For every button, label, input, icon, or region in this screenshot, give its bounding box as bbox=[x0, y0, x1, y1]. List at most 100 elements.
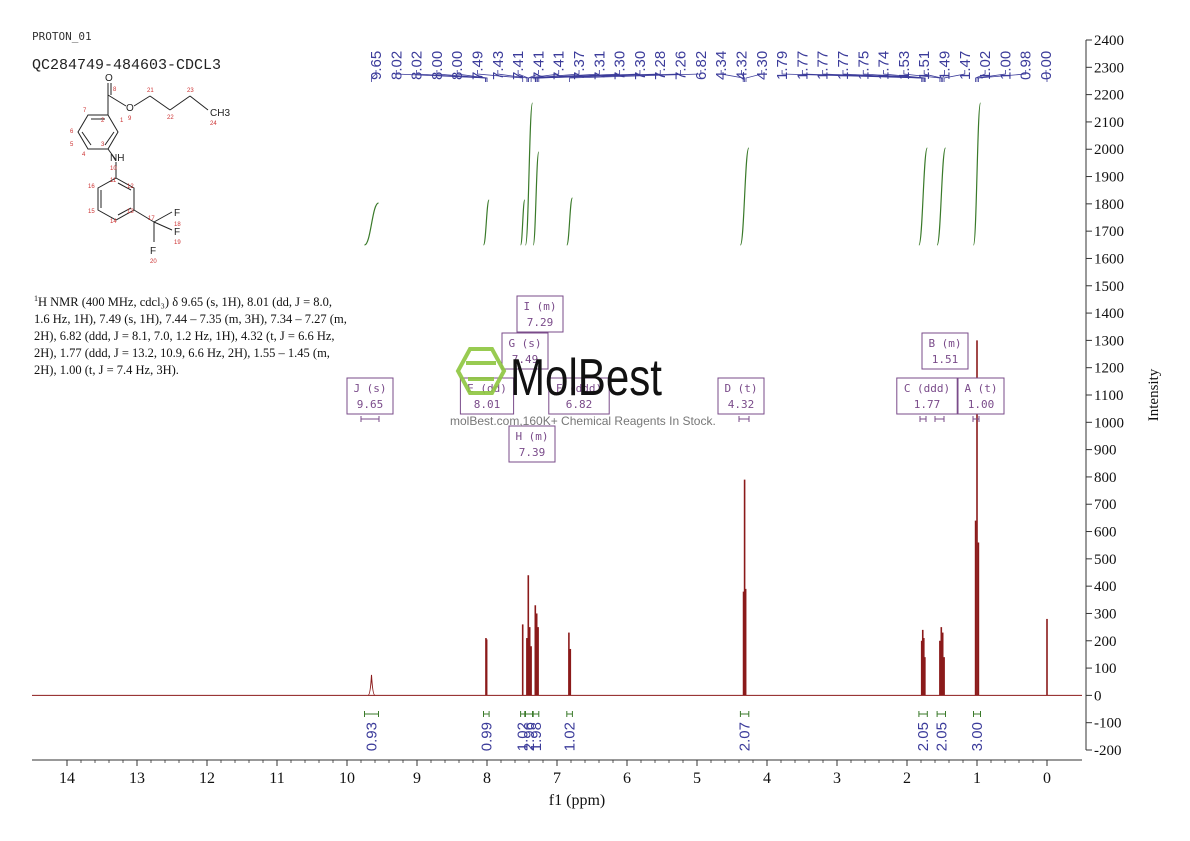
x-tick-label: 1 bbox=[973, 770, 981, 787]
multiplet-value: 1.00 bbox=[968, 398, 995, 411]
peak-label: 8.00 bbox=[449, 51, 466, 80]
mol-num-7: 7 bbox=[83, 108, 87, 114]
peak-label-connector bbox=[883, 70, 926, 82]
multiplet-value: 7.29 bbox=[527, 316, 554, 329]
multiplet-box bbox=[548, 377, 610, 415]
y-axis-title: Intensity bbox=[1146, 368, 1162, 421]
multiplet-value: 4.32 bbox=[728, 398, 755, 411]
peak-label: 1.51 bbox=[916, 51, 933, 80]
multiplet-box bbox=[896, 377, 958, 415]
x-tick-label: 12 bbox=[199, 770, 215, 787]
multiplet-range bbox=[919, 416, 927, 422]
multiplet-value: 8.01 bbox=[474, 398, 501, 411]
integral-value: 2.07 bbox=[737, 722, 754, 751]
integral-bracket bbox=[936, 711, 946, 717]
peak-label-connector bbox=[976, 70, 1006, 82]
x-tick-label: 13 bbox=[129, 770, 145, 787]
y-tick-label: 2400 bbox=[1094, 33, 1124, 49]
y-tick-label: 2200 bbox=[1094, 88, 1124, 104]
nmr-line-4: 2H), 1.77 (ddd, J = 13.2, 10.9, 6.6 Hz, … bbox=[34, 346, 330, 361]
integral-bracket bbox=[566, 711, 573, 717]
peak-label: 4.32 bbox=[733, 51, 750, 80]
watermark-logo: MolBest bbox=[455, 347, 662, 401]
x-tick-label: 2 bbox=[903, 770, 911, 787]
integral-bracket bbox=[973, 711, 981, 717]
multiplet-value: 7.39 bbox=[519, 446, 546, 459]
mol-f3: F bbox=[150, 246, 156, 257]
peak-label: 7.43 bbox=[490, 51, 507, 80]
multiplet-box bbox=[346, 377, 394, 415]
peak-label-connector bbox=[371, 70, 377, 82]
integral-value: 1.02 bbox=[562, 722, 579, 751]
x-tick-label: 0 bbox=[1043, 770, 1051, 787]
integral-curve bbox=[566, 197, 573, 246]
peak-label-connector bbox=[978, 70, 1027, 82]
peak-label: 8.02 bbox=[388, 51, 405, 80]
peak-label-connector bbox=[497, 70, 528, 82]
y-tick-label: 0 bbox=[1094, 688, 1102, 704]
multiplet-value: 6.82 bbox=[566, 398, 593, 411]
y-tick-label: 1500 bbox=[1094, 279, 1124, 295]
y-tick-label: 1000 bbox=[1094, 415, 1124, 431]
x-axis-title: f1 (ppm) bbox=[549, 792, 605, 809]
multiplet-letter: D (t) bbox=[724, 382, 757, 395]
multiplet-box bbox=[508, 425, 556, 463]
x-tick-label: 6 bbox=[623, 770, 631, 787]
peak-label: 1.77 bbox=[815, 51, 832, 80]
mol-num-3: 3 bbox=[101, 142, 105, 148]
peak-label: 7.37 bbox=[571, 51, 588, 80]
x-tick-label: 5 bbox=[693, 770, 701, 787]
peak-label: 7.26 bbox=[673, 51, 690, 80]
peak-label: 7.31 bbox=[591, 51, 608, 80]
y-tick-label: -100 bbox=[1094, 716, 1122, 732]
mol-num-6: 6 bbox=[70, 129, 74, 135]
integral-curve bbox=[918, 147, 928, 246]
peak-label: 0.98 bbox=[1018, 51, 1035, 80]
peak-label-connector bbox=[942, 70, 945, 82]
mol-num-11: 11 bbox=[110, 178, 117, 184]
mol-num-23: 23 bbox=[187, 88, 194, 94]
y-tick-label: 1300 bbox=[1094, 333, 1124, 349]
peak-label-connector bbox=[456, 70, 488, 82]
integral-value: 2.05 bbox=[933, 722, 950, 751]
peak-label: 1.47 bbox=[957, 51, 974, 80]
y-tick-label: 2000 bbox=[1094, 142, 1124, 158]
multiplet-letter: G (s) bbox=[508, 337, 541, 350]
peak-label: 1.53 bbox=[896, 51, 913, 80]
multiplet-box bbox=[957, 377, 1005, 415]
nmr-line-5: 2H), 1.00 (t, J = 7.4 Hz, 3H). bbox=[34, 363, 179, 378]
peak-label-connector bbox=[527, 70, 560, 82]
peak-label-connector bbox=[477, 70, 524, 82]
mol-nh: NH bbox=[110, 153, 124, 164]
y-tick-label: 1400 bbox=[1094, 306, 1124, 322]
mol-num-15: 15 bbox=[88, 209, 95, 215]
mol-num-24: 24 bbox=[210, 121, 217, 127]
mol-f1: F bbox=[174, 208, 180, 219]
mol-f2: F bbox=[174, 227, 180, 238]
y-tick-label: 300 bbox=[1094, 606, 1117, 622]
peak-label: 7.41 bbox=[530, 51, 547, 80]
peak-label-connector bbox=[1045, 70, 1048, 82]
integral-curve bbox=[532, 151, 540, 246]
peak-label-connector bbox=[745, 70, 763, 82]
multiplet-letter: J (s) bbox=[353, 382, 386, 395]
peak-label-connector bbox=[416, 70, 486, 82]
mol-num-4: 4 bbox=[82, 152, 86, 158]
peak-label-connector bbox=[903, 70, 941, 82]
mol-o-ester: O bbox=[126, 103, 134, 114]
y-tick-label: -200 bbox=[1094, 743, 1122, 759]
mol-num-9: 9 bbox=[128, 116, 132, 122]
integral-curve bbox=[524, 102, 534, 246]
peak-label-connector bbox=[842, 70, 924, 82]
peak-label: 9.65 bbox=[368, 51, 385, 80]
mol-num-12: 12 bbox=[127, 184, 134, 190]
x-tick-label: 10 bbox=[339, 770, 355, 787]
peak-label-connector bbox=[538, 70, 681, 82]
mol-num-13: 13 bbox=[127, 209, 134, 215]
peak-label-connector bbox=[975, 70, 986, 82]
y-tick-label: 1900 bbox=[1094, 170, 1124, 186]
integral-bracket bbox=[525, 711, 533, 717]
multiplet-letter: A (t) bbox=[964, 382, 997, 395]
y-tick-label: 500 bbox=[1094, 552, 1117, 568]
integral-value: 1.98 bbox=[528, 722, 545, 751]
